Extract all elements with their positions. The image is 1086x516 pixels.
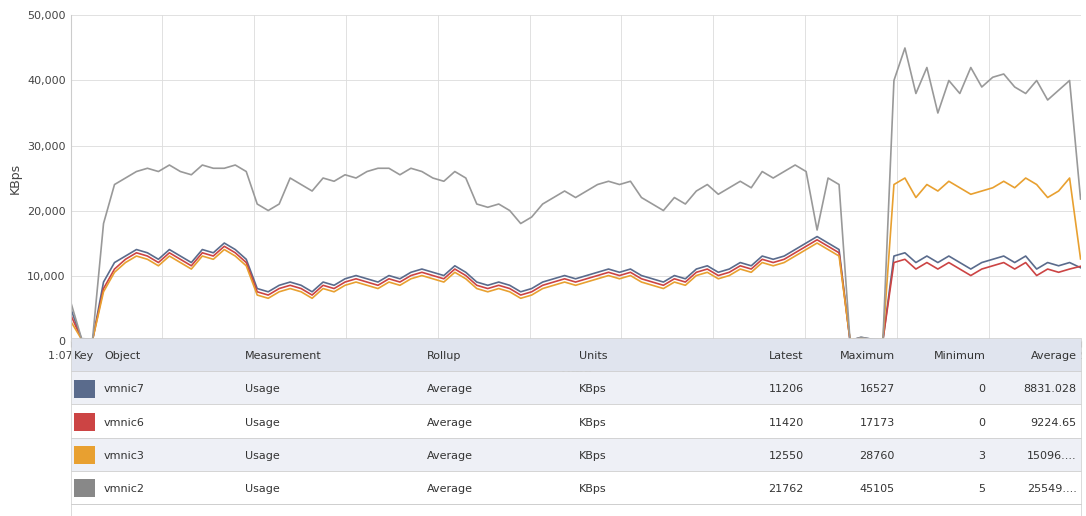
Y-axis label: KBps: KBps <box>9 163 22 194</box>
Text: vmnic6: vmnic6 <box>104 417 144 428</box>
Text: 25549....: 25549.... <box>1026 484 1076 494</box>
Text: Usage: Usage <box>245 484 280 494</box>
Text: Average: Average <box>427 451 473 461</box>
X-axis label: Time: Time <box>558 366 593 380</box>
Text: Key: Key <box>74 351 93 361</box>
Text: Average: Average <box>1031 351 1076 361</box>
Text: 11206: 11206 <box>769 384 804 394</box>
FancyBboxPatch shape <box>74 413 94 431</box>
FancyBboxPatch shape <box>71 405 1081 438</box>
Text: Average: Average <box>427 484 473 494</box>
Text: KBps: KBps <box>579 451 606 461</box>
Text: Minimum: Minimum <box>934 351 986 361</box>
Text: 11420: 11420 <box>769 417 804 428</box>
FancyBboxPatch shape <box>71 471 1081 504</box>
Text: Object: Object <box>104 351 140 361</box>
Text: vmnic7: vmnic7 <box>104 384 144 394</box>
Text: Average: Average <box>427 417 473 428</box>
Text: KBps: KBps <box>579 417 606 428</box>
Text: Usage: Usage <box>245 417 280 428</box>
FancyBboxPatch shape <box>71 338 1081 371</box>
FancyBboxPatch shape <box>71 504 1081 516</box>
FancyBboxPatch shape <box>71 371 1081 405</box>
Text: KBps: KBps <box>579 384 606 394</box>
Text: 21762: 21762 <box>769 484 804 494</box>
Text: 0: 0 <box>978 417 986 428</box>
Text: KBps: KBps <box>579 484 606 494</box>
Text: Latest: Latest <box>769 351 804 361</box>
FancyBboxPatch shape <box>71 438 1081 471</box>
Text: 12550: 12550 <box>769 451 804 461</box>
Text: 9224.65: 9224.65 <box>1031 417 1076 428</box>
FancyBboxPatch shape <box>74 379 94 398</box>
Text: Rollup: Rollup <box>427 351 462 361</box>
Text: vmnic3: vmnic3 <box>104 451 144 461</box>
Text: Average: Average <box>427 384 473 394</box>
Text: 8831.028: 8831.028 <box>1023 384 1076 394</box>
Text: 45105: 45105 <box>860 484 895 494</box>
Text: 15096....: 15096.... <box>1027 451 1076 461</box>
Text: Usage: Usage <box>245 384 280 394</box>
Text: 5: 5 <box>978 484 986 494</box>
Text: 16527: 16527 <box>859 384 895 394</box>
FancyBboxPatch shape <box>74 479 94 497</box>
Text: Units: Units <box>579 351 607 361</box>
Text: 17173: 17173 <box>859 417 895 428</box>
Text: Measurement: Measurement <box>245 351 323 361</box>
FancyBboxPatch shape <box>74 446 94 464</box>
Text: Maximum: Maximum <box>839 351 895 361</box>
Text: Usage: Usage <box>245 451 280 461</box>
Text: 0: 0 <box>978 384 986 394</box>
Text: vmnic2: vmnic2 <box>104 484 144 494</box>
Text: 28760: 28760 <box>859 451 895 461</box>
Text: 3: 3 <box>978 451 986 461</box>
